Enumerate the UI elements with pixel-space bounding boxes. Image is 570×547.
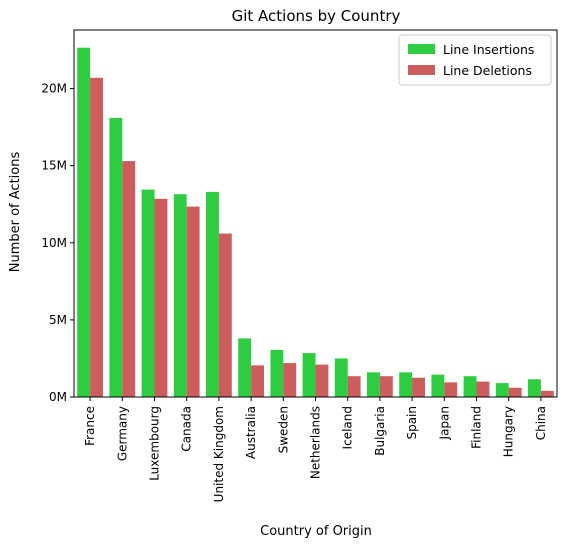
x-tick-label-canada: Canada <box>180 406 194 452</box>
y-tick-label: 0M <box>49 390 67 404</box>
x-tick-label-australia: Australia <box>244 406 258 459</box>
x-tick-label-united-kingdom: United Kingdom <box>212 406 226 502</box>
bar-deletions-australia <box>251 365 264 397</box>
x-tick-label-iceland: Iceland <box>341 406 355 449</box>
y-tick-label: 10M <box>41 236 67 250</box>
plot-area: 0M 5M 10M 15M 20M France Germany Luxembourg Cana… <box>41 29 558 502</box>
x-tick-label-netherlands: Netherlands <box>309 406 323 479</box>
bar-insertions-netherlands <box>302 353 316 397</box>
bar-deletions-spain <box>412 377 425 397</box>
legend-label-insertions: Line Insertions <box>443 42 534 57</box>
x-axis-title: Country of Origin <box>260 524 372 539</box>
x-tick-label-spain: Spain <box>405 406 419 440</box>
bar-deletions-finland <box>476 381 490 397</box>
bar-insertions-luxembourg <box>141 189 155 397</box>
bar-insertions-germany <box>109 117 123 397</box>
bar-insertions-sweden <box>270 349 284 397</box>
x-tick-label-bulgaria: Bulgaria <box>373 406 387 456</box>
legend-label-deletions: Line Deletions <box>443 63 532 78</box>
bar-insertions-bulgaria <box>367 372 380 397</box>
x-tick-label-china: China <box>534 406 548 440</box>
bar-deletions-netherlands <box>315 364 329 397</box>
legend-swatch-deletions <box>408 65 435 75</box>
bar-insertions-canada <box>173 194 187 397</box>
x-tick-label-france: France <box>83 406 97 446</box>
bar-deletions-iceland <box>347 376 361 397</box>
x-tick-label-luxembourg: Luxembourg <box>148 406 162 481</box>
bar-insertions-hungary <box>495 383 509 397</box>
bar-deletions-hungary <box>508 387 522 397</box>
x-tick-label-sweden: Sweden <box>276 406 290 453</box>
bar-insertions-japan <box>431 374 445 397</box>
y-tick-label: 5M <box>49 313 67 327</box>
bar-insertions-united-kingdom <box>206 191 219 397</box>
bar-deletions-canada <box>186 206 200 397</box>
bar-deletions-france <box>90 77 103 397</box>
bar-insertions-australia <box>238 338 252 397</box>
legend-swatch-insertions <box>408 44 435 54</box>
bar-insertions-france <box>77 47 91 398</box>
bar-deletions-japan <box>444 382 458 397</box>
bar-insertions-china <box>528 379 541 397</box>
bar-insertions-spain <box>399 372 413 397</box>
bar-insertions-iceland <box>334 358 348 397</box>
x-tick-label-germany: Germany <box>115 406 129 461</box>
y-axis-title: Number of Actions <box>8 152 23 273</box>
y-tick-label: 15M <box>41 159 67 173</box>
bar-deletions-sweden <box>283 363 297 397</box>
bar-deletions-united-kingdom <box>218 233 232 397</box>
bar-deletions-bulgaria <box>379 376 393 397</box>
y-tick-label: 20M <box>41 82 67 96</box>
bar-deletions-germany <box>122 161 136 397</box>
x-tick-label-finland: Finland <box>470 406 484 449</box>
legend: Line Insertions Line Deletions <box>398 34 552 86</box>
bar-deletions-luxembourg <box>154 198 168 397</box>
x-tick-label-japan: Japan <box>437 406 451 440</box>
chart-title: Git Actions by Country <box>232 7 401 25</box>
bar-insertions-finland <box>463 376 477 397</box>
legend-box <box>398 34 552 86</box>
bar-deletions-china <box>540 390 554 397</box>
x-tick-label-hungary: Hungary <box>502 406 516 457</box>
